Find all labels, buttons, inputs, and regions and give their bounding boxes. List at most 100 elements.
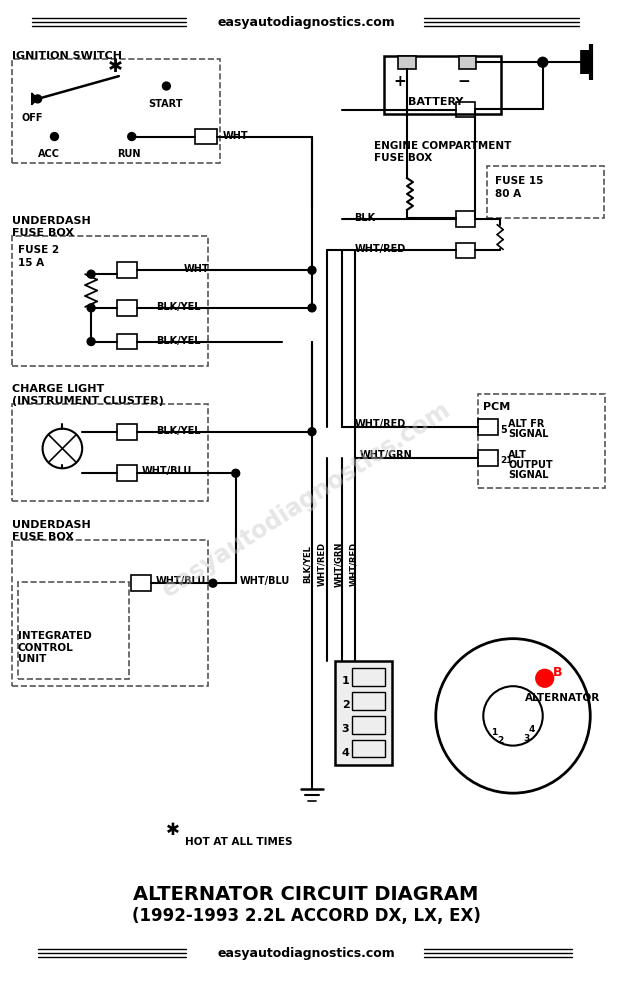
Bar [117, 262, 137, 278]
Text: ALT FR: ALT FR [508, 419, 544, 429]
Text: SIGNAL: SIGNAL [508, 470, 549, 480]
Circle shape [232, 469, 240, 477]
Bar [478, 394, 605, 488]
Bar [455, 243, 475, 258]
Text: WHT/BLU: WHT/BLU [156, 576, 206, 586]
Text: UNIT: UNIT [18, 654, 46, 664]
Text: WHT/RED: WHT/RED [318, 542, 326, 586]
Text: BLK: BLK [355, 213, 376, 223]
Bar [195, 129, 217, 144]
Bar [131, 575, 151, 591]
Bar [335, 661, 392, 765]
Text: +: + [393, 74, 406, 89]
Text: easyautodiagnostics.com: easyautodiagnostics.com [158, 398, 454, 602]
Text: 5: 5 [500, 425, 507, 435]
Polygon shape [32, 93, 38, 105]
Text: easyautodiagnostics.com: easyautodiagnostics.com [217, 947, 395, 960]
Bar [384, 56, 501, 114]
Text: −: − [457, 74, 470, 89]
Text: 3: 3 [523, 734, 529, 743]
Text: OFF: OFF [22, 113, 43, 123]
Bar [455, 102, 475, 117]
Circle shape [51, 133, 59, 140]
Bar [398, 56, 416, 69]
Bar [352, 716, 385, 734]
Bar [12, 404, 208, 501]
Bar [117, 465, 137, 481]
Text: 15 A: 15 A [18, 258, 44, 268]
Text: ALTERNATOR: ALTERNATOR [525, 693, 600, 703]
Text: B: B [552, 666, 562, 679]
Text: ✱: ✱ [108, 58, 124, 76]
Text: WHT/GRN: WHT/GRN [334, 542, 343, 587]
Text: WHT/BLU: WHT/BLU [240, 576, 290, 586]
Bar [18, 582, 129, 679]
Bar [352, 692, 385, 710]
Bar [455, 211, 475, 227]
Circle shape [87, 304, 95, 312]
Circle shape [87, 270, 95, 278]
Circle shape [538, 57, 548, 67]
Text: ACC: ACC [38, 149, 59, 159]
Text: ALT: ALT [508, 450, 527, 460]
Bar [12, 236, 208, 366]
Text: BATTERY: BATTERY [408, 97, 464, 107]
Bar [117, 424, 137, 440]
Text: IGNITION SWITCH: IGNITION SWITCH [12, 51, 122, 61]
Text: 4: 4 [342, 748, 350, 758]
Circle shape [308, 428, 316, 436]
Text: 1: 1 [342, 676, 349, 686]
Text: HOT AT ALL TIMES: HOT AT ALL TIMES [185, 837, 293, 847]
Text: ALTERNATOR CIRCUIT DIAGRAM: ALTERNATOR CIRCUIT DIAGRAM [133, 885, 479, 904]
Text: OUTPUT: OUTPUT [508, 460, 552, 470]
Circle shape [536, 669, 554, 687]
Circle shape [308, 266, 316, 274]
Text: START: START [148, 99, 183, 109]
Text: FUSE 15: FUSE 15 [495, 176, 544, 186]
Circle shape [128, 133, 136, 140]
Text: WHT/GRN: WHT/GRN [360, 450, 412, 460]
Text: INTEGRATED: INTEGRATED [18, 631, 91, 641]
Text: ENGINE COMPARTMENT: ENGINE COMPARTMENT [375, 141, 512, 151]
Text: BLK/YEL: BLK/YEL [156, 426, 201, 436]
Text: 1: 1 [491, 728, 497, 737]
Text: WHT: WHT [223, 131, 248, 141]
Text: BLK/YEL: BLK/YEL [156, 302, 201, 312]
Text: easyautodiagnostics.com: easyautodiagnostics.com [217, 16, 395, 29]
Text: ✱: ✱ [166, 821, 180, 839]
Bar [459, 56, 476, 69]
Circle shape [87, 338, 95, 346]
Bar [117, 300, 137, 316]
Text: CONTROL: CONTROL [18, 643, 74, 653]
Text: 80 A: 80 A [495, 189, 522, 199]
Text: 3: 3 [342, 724, 349, 734]
Text: UNDERDASH: UNDERDASH [12, 520, 91, 530]
Bar [478, 450, 498, 466]
Text: UNDERDASH: UNDERDASH [12, 216, 91, 226]
Text: (INSTRUMENT CLUSTER): (INSTRUMENT CLUSTER) [12, 396, 164, 406]
Bar [12, 59, 220, 163]
Text: (1992-1993 2.2L ACCORD DX, LX, EX): (1992-1993 2.2L ACCORD DX, LX, EX) [132, 907, 480, 925]
Text: FUSE BOX: FUSE BOX [375, 153, 433, 163]
Text: 4: 4 [528, 725, 535, 734]
Text: WHT/BLU: WHT/BLU [142, 466, 192, 476]
Text: FUSE BOX: FUSE BOX [12, 532, 74, 542]
Text: 2: 2 [497, 736, 504, 745]
Text: PCM: PCM [483, 402, 510, 412]
Circle shape [308, 304, 316, 312]
Text: SIGNAL: SIGNAL [508, 429, 549, 439]
Text: WHT/RED: WHT/RED [355, 419, 406, 429]
Text: WHT/RED: WHT/RED [349, 542, 358, 586]
Text: RUN: RUN [117, 149, 140, 159]
Text: WHT: WHT [183, 264, 209, 274]
Bar [352, 740, 385, 757]
Bar [487, 166, 604, 218]
Bar [352, 668, 385, 686]
Text: FUSE BOX: FUSE BOX [12, 228, 74, 238]
Bar [12, 540, 208, 686]
Text: BLK/YEL: BLK/YEL [156, 336, 201, 346]
Text: 2: 2 [342, 700, 349, 710]
Circle shape [33, 95, 41, 103]
Text: FUSE 2: FUSE 2 [18, 245, 59, 255]
Text: CHARGE LIGHT: CHARGE LIGHT [12, 384, 104, 394]
